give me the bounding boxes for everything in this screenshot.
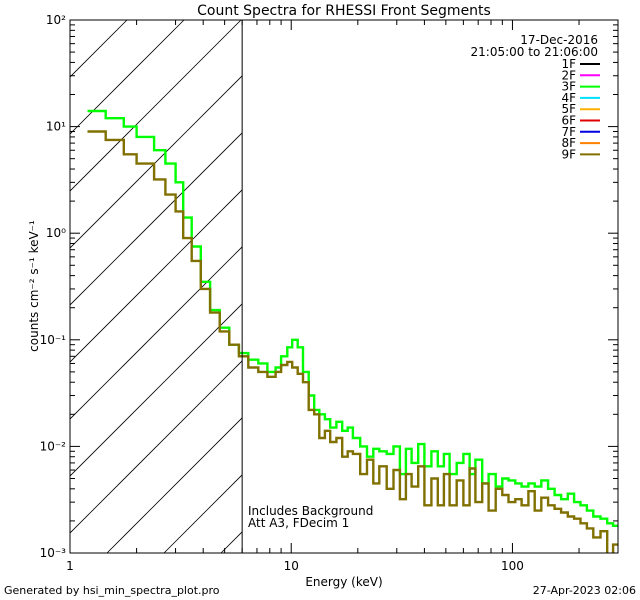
y-tick-label: 10⁰ [46, 226, 66, 240]
y-tick-label: 10⁻³ [40, 546, 67, 560]
x-axis-label: Energy (keV) [305, 575, 382, 589]
legend-label: 3F [561, 80, 576, 94]
hatch-line [70, 20, 185, 135]
background-note: Includes Background [248, 504, 373, 518]
y-tick-label: 10² [46, 13, 66, 27]
excluded-energy-hatching [70, 20, 243, 553]
axes: 1 10 100 10⁻³ 10⁻² 10⁻¹ 10⁰ 10¹ 10² [40, 13, 619, 573]
hatch-line [70, 246, 243, 420]
legend-label: 2F [561, 68, 576, 82]
x-tick-label: 100 [501, 559, 524, 573]
series-layer [87, 109, 618, 553]
hatch-line [70, 360, 243, 534]
chart-title: Count Spectra for RHESSI Front Segments [197, 3, 491, 19]
x-tick-label: 1 [66, 559, 74, 573]
attenuator-note: Att A3, FDecim 1 [248, 516, 349, 530]
hatch-line [70, 189, 243, 363]
y-tick-label: 10⁻¹ [40, 333, 67, 347]
legend-label: 6F [561, 114, 576, 128]
x-tick-label: 10 [284, 559, 299, 573]
y-tick-label: 10⁻² [40, 439, 67, 453]
y-axis-label: counts cm⁻² s⁻¹ keV⁻¹ [27, 220, 41, 352]
legend-label: 5F [561, 102, 576, 116]
legend-label: 7F [561, 125, 576, 139]
legend-label: 8F [561, 136, 576, 150]
time-range-label: 21:05:00 to 21:06:00 [471, 45, 598, 59]
plot-frame [69, 19, 619, 554]
date-label: 17-Dec-2016 [520, 33, 598, 47]
footer-timestamp: 27-Apr-2023 02:06 [533, 584, 636, 597]
legend-label: 4F [561, 91, 576, 105]
hatch-line [70, 75, 243, 249]
hatch-line [70, 132, 243, 306]
hatch-line [70, 20, 242, 192]
hatch-line [70, 303, 243, 477]
series-9F-line [87, 130, 618, 553]
y-tick-label: 10¹ [46, 120, 66, 134]
hatch-line [106, 417, 243, 553]
legend-label: 1F [561, 57, 576, 71]
legend-label: 9F [561, 147, 576, 161]
generated-by-label: Generated by hsi_min_spectra_plot.pro [4, 584, 220, 597]
